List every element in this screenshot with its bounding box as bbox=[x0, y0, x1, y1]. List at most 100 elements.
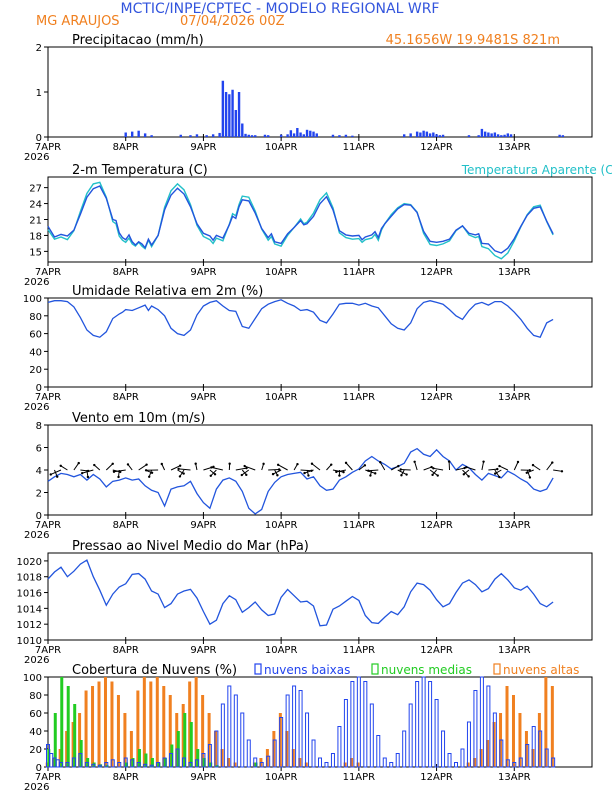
precip-bar bbox=[218, 132, 221, 137]
wind-barb-head bbox=[496, 467, 499, 471]
wind-barb-head bbox=[77, 461, 80, 465]
wind-barb bbox=[138, 464, 147, 471]
precip-bar bbox=[487, 132, 490, 137]
precip-bar bbox=[299, 132, 302, 137]
legend-label: nuvens altas bbox=[503, 663, 579, 677]
wind-barb bbox=[390, 465, 399, 471]
wind-barb-head bbox=[379, 461, 382, 464]
precip-bar bbox=[500, 135, 503, 137]
x-tick-label: 8APR bbox=[113, 392, 139, 403]
mid-cloud-bar bbox=[53, 713, 57, 767]
high-cloud-bar bbox=[518, 713, 522, 767]
wind-barb-head bbox=[405, 473, 408, 476]
low-cloud-bar bbox=[104, 762, 109, 768]
low-cloud-bar bbox=[324, 762, 329, 768]
panel-5: Pressao ao Nivel Medio do Mar (hPa) 1010 1… bbox=[17, 539, 593, 666]
precip-bar bbox=[205, 135, 208, 137]
low-cloud-bar bbox=[518, 757, 523, 768]
high-cloud-bar bbox=[473, 758, 477, 767]
y-tick-label: 80 bbox=[29, 312, 42, 323]
wind-barb-head bbox=[307, 474, 310, 477]
x-tick-label: 9APR bbox=[190, 142, 216, 153]
low-cloud-bar bbox=[143, 763, 148, 768]
high-cloud-bar bbox=[350, 758, 354, 767]
precip-bar bbox=[415, 131, 419, 137]
mid-cloud-bar bbox=[209, 762, 213, 767]
y-tick-label: 1018 bbox=[17, 573, 42, 584]
high-cloud-bar bbox=[550, 686, 554, 767]
wind-barb bbox=[365, 469, 376, 474]
x-tick-label: 12APR bbox=[420, 392, 453, 403]
wind-barb-head bbox=[49, 473, 52, 476]
mid-cloud-bar bbox=[202, 758, 206, 767]
high-cloud-bar bbox=[71, 722, 75, 767]
precip-bar bbox=[441, 134, 445, 137]
wind-barb bbox=[268, 468, 280, 471]
x-tick-label: 12APR bbox=[420, 520, 453, 531]
legend-swatch bbox=[493, 663, 501, 675]
precip-bar bbox=[309, 130, 312, 137]
wind-barb-head bbox=[342, 470, 345, 474]
low-cloud-bar bbox=[201, 753, 206, 768]
high-cloud-bar bbox=[162, 686, 166, 767]
low-cloud-bar bbox=[318, 757, 322, 768]
y-tick-label: 8 bbox=[36, 421, 42, 432]
wind-barb-head bbox=[262, 462, 265, 466]
low-cloud-bar bbox=[279, 717, 284, 768]
high-cloud-bar bbox=[149, 681, 153, 767]
x-year-label: 2026 bbox=[24, 782, 49, 792]
low-cloud-bar bbox=[207, 744, 212, 768]
wind-barb-head bbox=[276, 474, 279, 477]
low-cloud-bar bbox=[441, 730, 446, 768]
high-cloud-bar bbox=[123, 713, 127, 767]
wind-barb-head bbox=[482, 460, 485, 463]
precip-bar bbox=[467, 135, 471, 137]
low-cloud-bar bbox=[117, 762, 122, 768]
panel-title: Vento em 10m (m/s) bbox=[72, 411, 205, 426]
wind-barb-head bbox=[59, 464, 62, 467]
wind-barb bbox=[368, 469, 379, 472]
low-cloud-bar bbox=[415, 681, 420, 768]
y-tick-label: 18 bbox=[29, 231, 42, 242]
x-tick-label: 8APR bbox=[113, 267, 139, 278]
precip-bar bbox=[351, 135, 354, 137]
x-tick-label: 9APR bbox=[190, 520, 216, 531]
wind-barb-head bbox=[494, 472, 497, 475]
precip-bar bbox=[432, 132, 435, 137]
high-cloud-bar bbox=[110, 681, 114, 767]
low-cloud-bar bbox=[130, 759, 135, 768]
low-cloud-bar bbox=[259, 762, 264, 768]
low-cloud-bar bbox=[479, 676, 484, 768]
low-cloud-bar bbox=[285, 694, 290, 768]
low-cloud-bar bbox=[363, 681, 368, 768]
apparent-temperature-legend: Temperatura Aparente (C) bbox=[461, 163, 612, 177]
high-cloud-bar bbox=[116, 695, 120, 767]
high-cloud-bar bbox=[207, 713, 211, 767]
precip-bar bbox=[254, 135, 257, 137]
wind-barb-head bbox=[335, 470, 338, 474]
low-cloud-bar bbox=[454, 762, 458, 768]
high-cloud-bar bbox=[103, 677, 107, 767]
high-cloud-bar bbox=[136, 690, 140, 767]
x-year-label: 2026 bbox=[24, 152, 49, 163]
low-cloud-bar bbox=[156, 762, 161, 768]
low-cloud-bar bbox=[123, 757, 128, 768]
wind-barb-head bbox=[213, 473, 217, 476]
precip-bar bbox=[509, 134, 513, 137]
high-cloud-bar bbox=[194, 677, 198, 767]
precip-bar bbox=[179, 134, 182, 137]
y-tick-label: 1012 bbox=[17, 620, 42, 631]
wind-barb bbox=[481, 461, 485, 471]
wind-barb-head bbox=[431, 473, 434, 477]
x-tick-label: 7APR bbox=[35, 520, 61, 531]
low-cloud-bar bbox=[84, 762, 89, 768]
x-tick-label: 11APR bbox=[343, 267, 376, 278]
wind-barb-head bbox=[344, 461, 348, 465]
wind-barb-head bbox=[210, 466, 213, 469]
wind-barb-head bbox=[144, 469, 148, 472]
x-year-label: 2026 bbox=[24, 530, 49, 541]
low-cloud-bar bbox=[220, 703, 225, 768]
low-cloud-bar bbox=[408, 703, 413, 768]
precip-bar bbox=[490, 133, 493, 137]
